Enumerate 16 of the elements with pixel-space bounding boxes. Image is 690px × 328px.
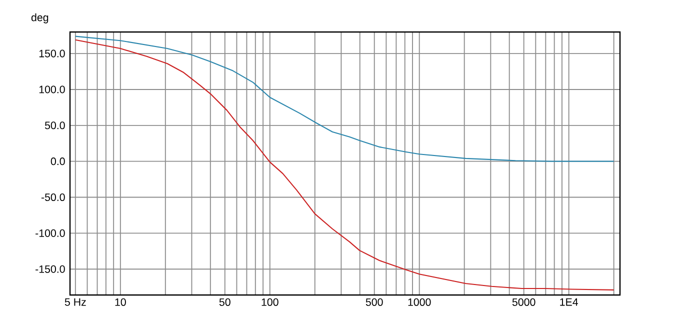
y-axis-title: deg: [31, 13, 48, 24]
x-tick-label: 500: [366, 298, 383, 306]
x-tick-label: 5000: [512, 298, 536, 306]
y-tick-label: 0.0: [50, 158, 65, 166]
x-tick-label: 100: [262, 298, 278, 306]
y-tick-label: -150.0: [36, 265, 65, 273]
y-tick-label: -100.0: [36, 229, 65, 237]
x-tick-label: 1E4: [560, 298, 578, 306]
x-tick-label: 10: [115, 298, 126, 306]
x-tick-label: 5 Hz: [64, 298, 86, 306]
x-tick-label: 50: [219, 298, 230, 306]
y-tick-label: 150.0: [39, 50, 65, 58]
y-tick-label: 100.0: [39, 86, 65, 94]
x-tick-label: 1000: [408, 298, 431, 306]
y-tick-label: -50.0: [41, 193, 65, 202]
y-tick-label: 50.0: [44, 122, 65, 130]
